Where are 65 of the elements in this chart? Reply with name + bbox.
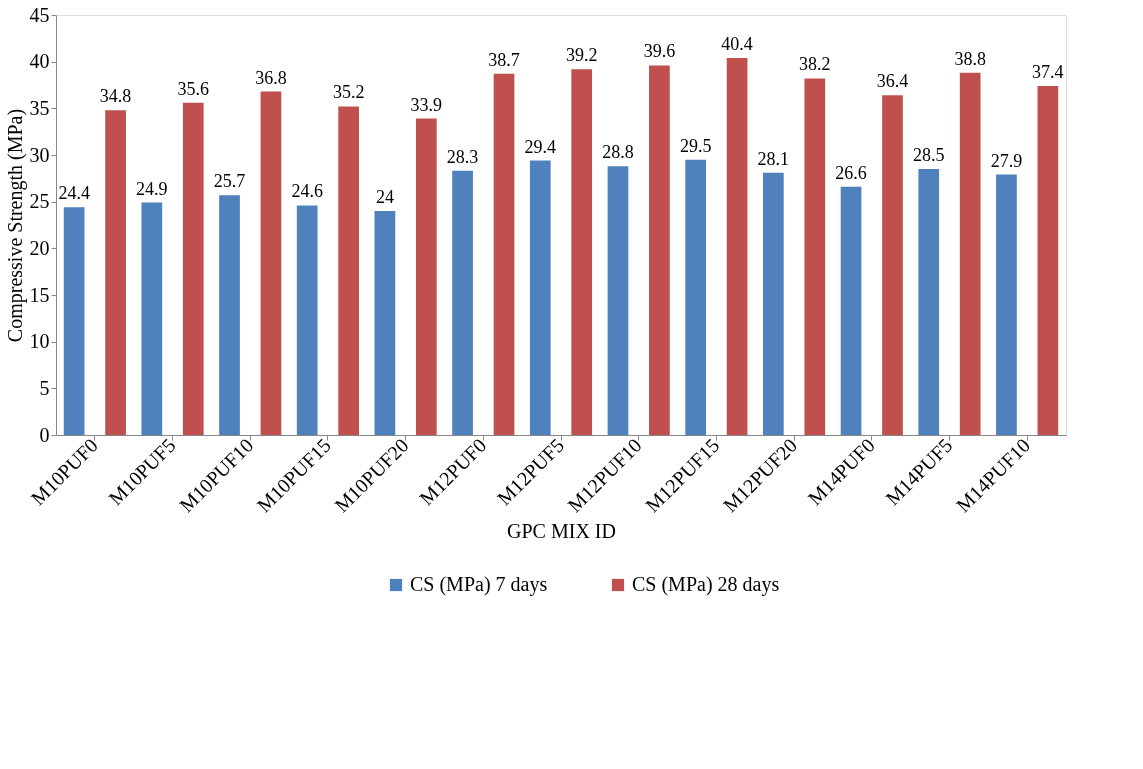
data-label: 35.6: [177, 78, 210, 99]
bar: [1037, 85, 1059, 435]
bar: [726, 57, 748, 435]
y-tick-label: 35: [29, 96, 50, 119]
data-label: 36.8: [255, 67, 287, 88]
x-axis-title: GPC MIX ID: [507, 520, 616, 543]
bar: [338, 106, 359, 435]
bar: [571, 69, 593, 435]
data-label: 39.6: [643, 41, 676, 62]
data-label: 25.7: [213, 171, 246, 192]
legend-label: CS (MPa) 28 days: [632, 573, 780, 596]
bar: [452, 170, 473, 435]
bar: [493, 73, 515, 435]
data-label: 38.7: [488, 49, 520, 70]
bar: [105, 110, 126, 435]
data-label: 26.6: [835, 162, 867, 183]
data-label: 24.6: [291, 181, 323, 202]
data-label: 39.2: [565, 45, 598, 66]
data-label: 24.4: [58, 183, 90, 204]
bar: [918, 169, 940, 435]
data-label: 27.9: [990, 150, 1023, 171]
data-label: 36.4: [876, 71, 909, 92]
bar: [219, 195, 240, 435]
bar: [804, 78, 826, 435]
bar: [141, 202, 163, 435]
bar: [296, 205, 318, 435]
y-tick-label: 30: [29, 143, 50, 166]
data-label: 24: [375, 187, 394, 207]
bar: [763, 172, 784, 435]
data-label: 29.5: [679, 135, 712, 156]
bar: [996, 174, 1017, 435]
bar: [63, 207, 85, 435]
bar: [840, 186, 862, 435]
legend-label: CS (MPa) 7 days: [410, 573, 548, 596]
data-label: 28.5: [912, 145, 945, 165]
data-label: 40.4: [721, 33, 753, 54]
data-label: 28.1: [757, 148, 790, 169]
data-label: 29.4: [524, 136, 557, 157]
data-label: 34.8: [99, 86, 132, 107]
bar: [649, 65, 670, 435]
bar: [685, 159, 707, 435]
data-label: 38.2: [799, 54, 831, 75]
y-axis-title: Compressive Strength (MPa): [3, 108, 27, 343]
data-label: 33.9: [410, 94, 443, 115]
bar: [959, 72, 981, 435]
data-label: 24.9: [136, 178, 168, 199]
data-label: 37.4: [1032, 61, 1064, 82]
y-tick-label: 5: [39, 376, 50, 399]
y-tick-label: 10: [29, 330, 50, 353]
y-tick-label: 25: [29, 190, 50, 213]
data-label: 35.2: [332, 82, 365, 103]
bar: [374, 211, 396, 435]
y-tick-label: 15: [29, 283, 50, 306]
bar: [607, 166, 629, 435]
bar: [529, 160, 551, 435]
data-label: 28.8: [602, 142, 634, 163]
y-tick-label: 20: [29, 236, 50, 259]
data-label: 28.3: [446, 146, 479, 167]
bar: [260, 91, 282, 435]
bar: [182, 102, 204, 435]
bar: [415, 118, 437, 435]
y-tick-label: 40: [29, 50, 50, 73]
y-tick-label: 45: [29, 3, 50, 26]
data-label: 38.8: [954, 48, 986, 69]
bar: [882, 95, 903, 435]
